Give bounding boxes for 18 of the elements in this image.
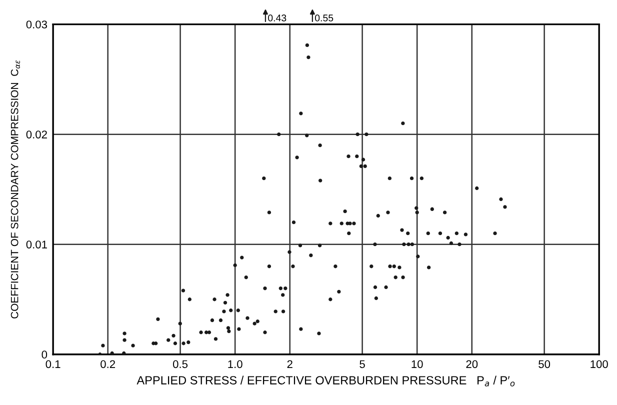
y-tick-label: 0.03 [26,20,48,28]
x-tick-label: 10 [412,360,423,368]
x-tick-label: 0.5 [172,360,188,368]
x-tick-label: 100 [590,360,608,368]
y-axis-title: COEFFICIENT OF SECONDARY COMPRESSION C$_{αε}$ [10,60,20,318]
x-tick-label: 1.0 [228,360,242,368]
x-axis-title: APPLIED STRESS / EFFECTIVE OVERBURDEN PRESSURE P$_{a}$ / P′$_{o}$ [136,376,515,386]
x-tick-label: 2 [287,360,292,368]
text: 0.55 [314,14,334,22]
x-tick-label: 0.1 [46,360,60,368]
y-tick-label: 0.02 [26,130,47,138]
text: 0.43 [268,14,286,22]
x-tick-label: 20 [466,360,478,368]
y-tick-label: 0.01 [26,240,47,248]
x-tick-label: 50 [538,360,550,368]
x-tick-label: 5 [360,360,365,368]
y-tick-label: 0 [42,350,48,359]
x-tick-label: 0.2 [100,360,116,368]
